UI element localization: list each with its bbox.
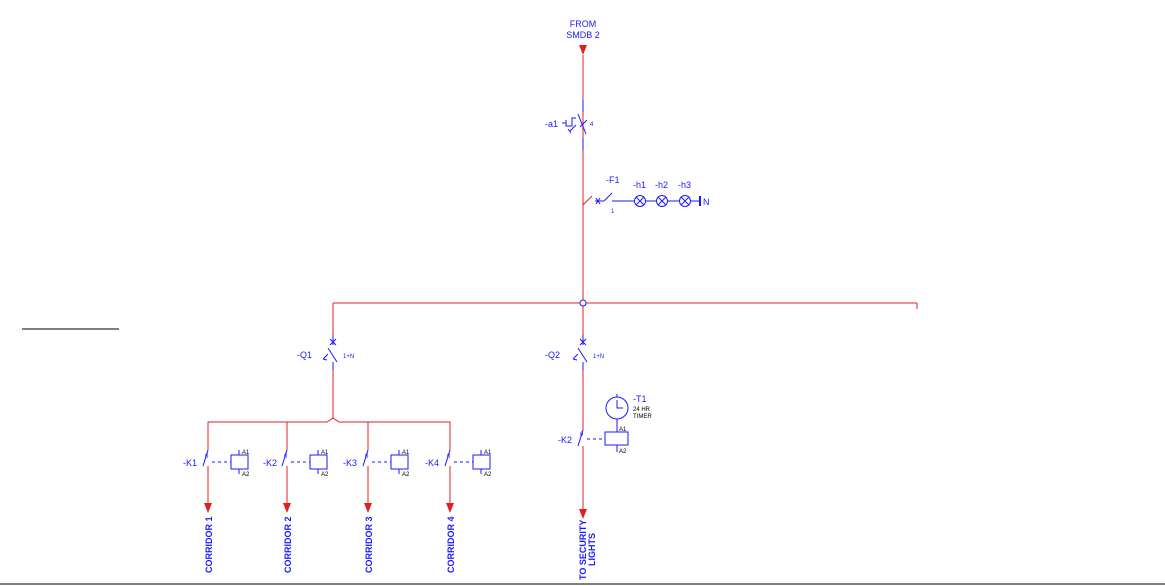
contactor-security: 0 -K2 A1 A2 TO SECURITY LIGHTS	[558, 427, 629, 580]
contactor-k1: 0 -K1 A1 A2 CORRIDOR 1	[183, 449, 250, 573]
incoming-supply: FROM SMDB 2	[566, 19, 600, 303]
lamp-tag: -h1	[633, 180, 646, 190]
coil-icon	[309, 454, 328, 470]
coil-terminal-a1: A1	[321, 450, 329, 456]
breaker-tag: -Q1	[297, 350, 312, 360]
outgoing-label: CORRIDOR 3	[364, 516, 374, 573]
breaker-blade	[327, 347, 338, 363]
contactor-tag: -K3	[343, 458, 357, 468]
timer-tag: -T1	[633, 394, 647, 404]
breaker-q1: -Q1 1+N	[297, 335, 354, 418]
corridor-bar	[207, 417, 451, 450]
busbar-node	[579, 299, 587, 307]
contactor-blade	[202, 449, 209, 467]
fuse-switch-blade	[603, 192, 613, 202]
contactor-blade	[362, 449, 369, 467]
coil-icon	[604, 431, 629, 446]
outgoing-label: CORRIDOR 4	[446, 516, 456, 573]
timer-text-line1: 24 HR	[633, 407, 651, 413]
coil-icon	[472, 454, 491, 470]
incoming-arrow-head	[579, 45, 587, 55]
timer-t1: -T1 24 HR TIMER	[605, 394, 652, 432]
contact-number: 0	[447, 454, 451, 460]
contactor-blade	[281, 449, 288, 467]
contactor-k2: 0 -K2 A1 A2 CORRIDOR 2	[263, 449, 329, 573]
outgoing-label: CORRIDOR 2	[283, 516, 293, 573]
indication-circuit: -F1 1 -h1 -h2 -h3 N	[582, 175, 710, 215]
contactor-blade	[577, 429, 584, 447]
source-label-line1: FROM	[570, 19, 597, 29]
contactor-tag: -K2	[558, 435, 572, 445]
coil-terminal-a2: A2	[321, 472, 329, 478]
coil-terminal-a2: A2	[484, 472, 492, 478]
lamp-h3: -h3	[678, 180, 691, 207]
breaker-q2: -Q2 1+N	[545, 335, 604, 430]
breaker-poles: 1+N	[343, 354, 354, 360]
coil-terminal-a2: A2	[402, 472, 410, 478]
contact-number: 0	[580, 432, 584, 438]
isolator-actuator-icon	[562, 117, 576, 127]
coil-terminal-a1: A1	[402, 450, 410, 456]
coil-icon	[230, 454, 249, 470]
breaker-blade	[577, 347, 588, 363]
outgoing-label: CORRIDOR 1	[204, 516, 214, 573]
coil-terminal-a2: A2	[242, 472, 250, 478]
lamp-tag: -h2	[655, 180, 668, 190]
contactor-tag: -K4	[425, 458, 439, 468]
contactor-k3: 0 -K3 A1 A2 CORRIDOR 3	[343, 449, 410, 573]
contact-number: 0	[365, 454, 369, 460]
fuse-tag: -F1	[606, 175, 620, 185]
isolator-blade	[577, 113, 587, 135]
outgoing-label-line1: TO SECURITY	[578, 520, 588, 580]
breaker-tag: -Q2	[545, 350, 560, 360]
contactor-blade	[444, 449, 451, 467]
distribution-busbar	[332, 299, 918, 335]
coil-terminal-a1: A1	[242, 450, 250, 456]
outgoing-label-line2: LIGHTS	[587, 533, 597, 566]
lamp-h1: -h1	[633, 180, 646, 207]
fuse-cross-icon	[595, 197, 601, 205]
contactor-tag: -K2	[263, 458, 277, 468]
contactor-tag: -K1	[183, 458, 197, 468]
main-isolator: -a1 4	[545, 100, 594, 150]
coil-terminal-a1: A1	[619, 427, 627, 433]
fuse-poles: 1	[611, 209, 615, 215]
contactor-k4: 0 -K4 A1 A2 CORRIDOR 4	[425, 449, 492, 573]
coil-icon	[390, 454, 409, 470]
isolator-poles: 4	[590, 122, 594, 128]
coil-terminal-a1: A1	[484, 450, 492, 456]
contact-number: 0	[205, 454, 209, 460]
source-label-line2: SMDB 2	[566, 30, 600, 40]
lamp-h2: -h2	[655, 180, 668, 207]
neutral-label: N	[703, 197, 710, 207]
isolator-tag: -a1	[545, 119, 558, 129]
breaker-poles: 1+N	[593, 354, 604, 360]
lamp-tag: -h3	[678, 180, 691, 190]
coil-terminal-a2: A2	[619, 449, 627, 455]
timer-text-line2: TIMER	[633, 414, 652, 420]
contact-number: 0	[284, 454, 288, 460]
